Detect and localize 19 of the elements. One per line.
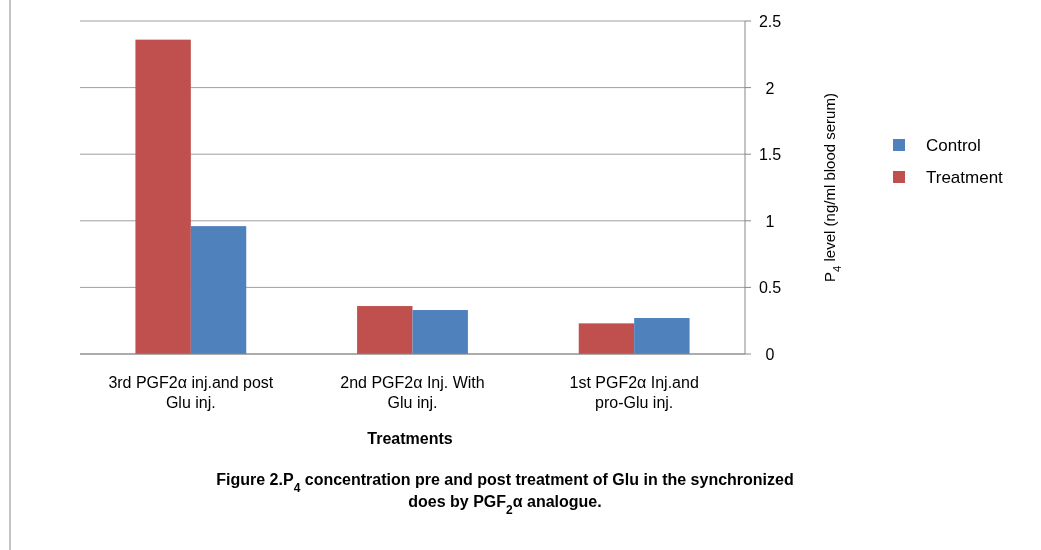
x-axis-title: Treatments: [367, 430, 453, 447]
bar: [135, 39, 191, 354]
x-tick-label: 2nd PGF2α Inj. With Glu inj.: [340, 374, 485, 411]
x-tick-label: 1st PGF2α Inj.and pro-Glu inj.: [569, 374, 699, 411]
y-tick-label: 0.5: [758, 279, 782, 297]
y-tick-label: 2: [765, 79, 775, 97]
bar: [578, 323, 635, 354]
y-tick-label: 1.5: [758, 146, 782, 164]
y-tick-label: 1: [765, 212, 775, 230]
y-tick-label: 2.5: [758, 13, 782, 30]
y-tick-label: 0: [765, 346, 775, 363]
text: Figure 2.P$_{4}$ concentration pre and post treatment of Glu in the synchronized does by PGF$_{2}$α analogue.: [216, 471, 794, 517]
bar: [357, 306, 413, 354]
bar: [634, 318, 690, 354]
bar: [412, 310, 468, 354]
legend-label: Control: [926, 136, 981, 155]
bar: [190, 226, 247, 354]
x-tick-label: 3rd PGF2α inj.and post Glu inj.: [108, 374, 274, 411]
legend-label: Treatment: [926, 168, 1004, 187]
